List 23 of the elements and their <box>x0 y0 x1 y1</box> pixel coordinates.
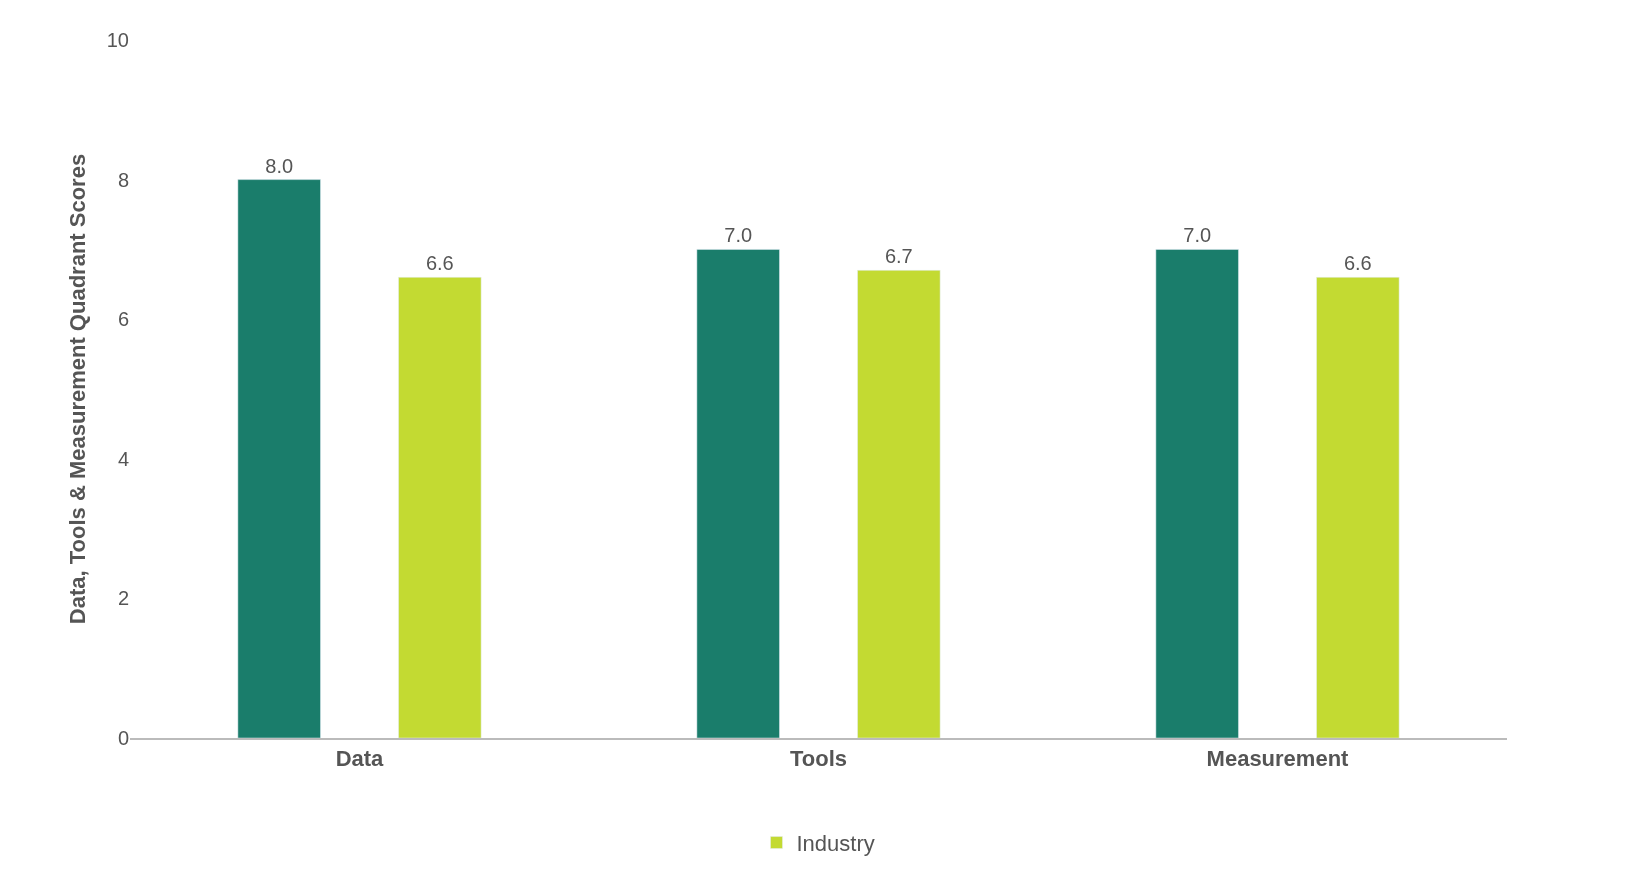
bar <box>237 179 321 738</box>
y-tick-label: 2 <box>117 587 129 610</box>
x-tick-label: Measurement <box>1206 746 1350 772</box>
bar <box>398 277 482 738</box>
legend-label: Industry <box>796 831 875 857</box>
x-tick-label: Tools <box>789 746 848 772</box>
data-label: 6.6 <box>1343 252 1372 275</box>
x-tick-label: Data <box>335 746 385 772</box>
y-tick-label: 4 <box>117 447 129 470</box>
data-label: 6.7 <box>884 245 913 268</box>
y-axis-title: Data, Tools & Measurement Quadrant Scores <box>64 153 90 625</box>
bar <box>1155 249 1239 738</box>
bar <box>857 270 941 738</box>
data-label: 8.0 <box>265 154 294 177</box>
y-tick-label: 8 <box>117 168 129 191</box>
data-label: 6.6 <box>425 252 454 275</box>
bar <box>1316 277 1400 738</box>
y-tick-label: 0 <box>117 727 129 749</box>
bar <box>696 249 780 738</box>
y-tick-label: 6 <box>117 308 129 331</box>
y-tick-label: 10 <box>106 29 129 51</box>
data-label: 7.0 <box>724 224 753 247</box>
data-label: 7.0 <box>1183 224 1212 247</box>
